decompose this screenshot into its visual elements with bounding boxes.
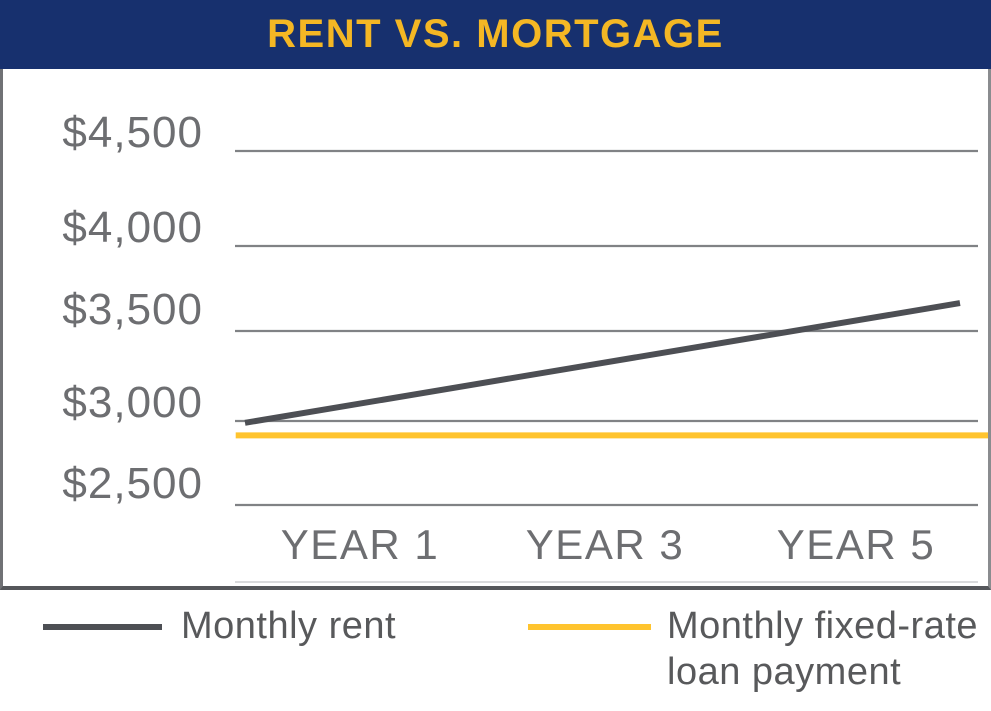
y-axis-label-4500: $4,500 xyxy=(62,108,203,157)
chart-area: $4,500 $4,000 $3,500 $3,000 $2,500 YEAR … xyxy=(0,69,991,590)
y-axis-label-3000: $3,000 xyxy=(62,378,203,427)
y-axis-label-3500: $3,500 xyxy=(62,285,203,334)
legend-loan-line-swatch xyxy=(528,624,651,630)
chart-title: RENT VS. MORTGAGE xyxy=(267,12,724,56)
title-bar: RENT VS. MORTGAGE xyxy=(0,0,991,69)
x-axis-label-year5: YEAR 5 xyxy=(776,521,936,568)
plot-svg xyxy=(235,149,988,583)
x-axis-label-year3: YEAR 3 xyxy=(525,521,685,568)
x-axis-label-year1: YEAR 1 xyxy=(280,521,440,568)
legend-rent-line-swatch xyxy=(43,624,162,630)
legend-rent-label: Monthly rent xyxy=(181,605,397,647)
legend: Monthly rent Monthly fixed-rate loan pay… xyxy=(0,590,991,711)
legend-loan-label: Monthly fixed-rate loan payment xyxy=(667,605,979,693)
y-axis-label-4000: $4,000 xyxy=(62,203,203,252)
y-axis-label-2500: $2,500 xyxy=(62,459,203,508)
